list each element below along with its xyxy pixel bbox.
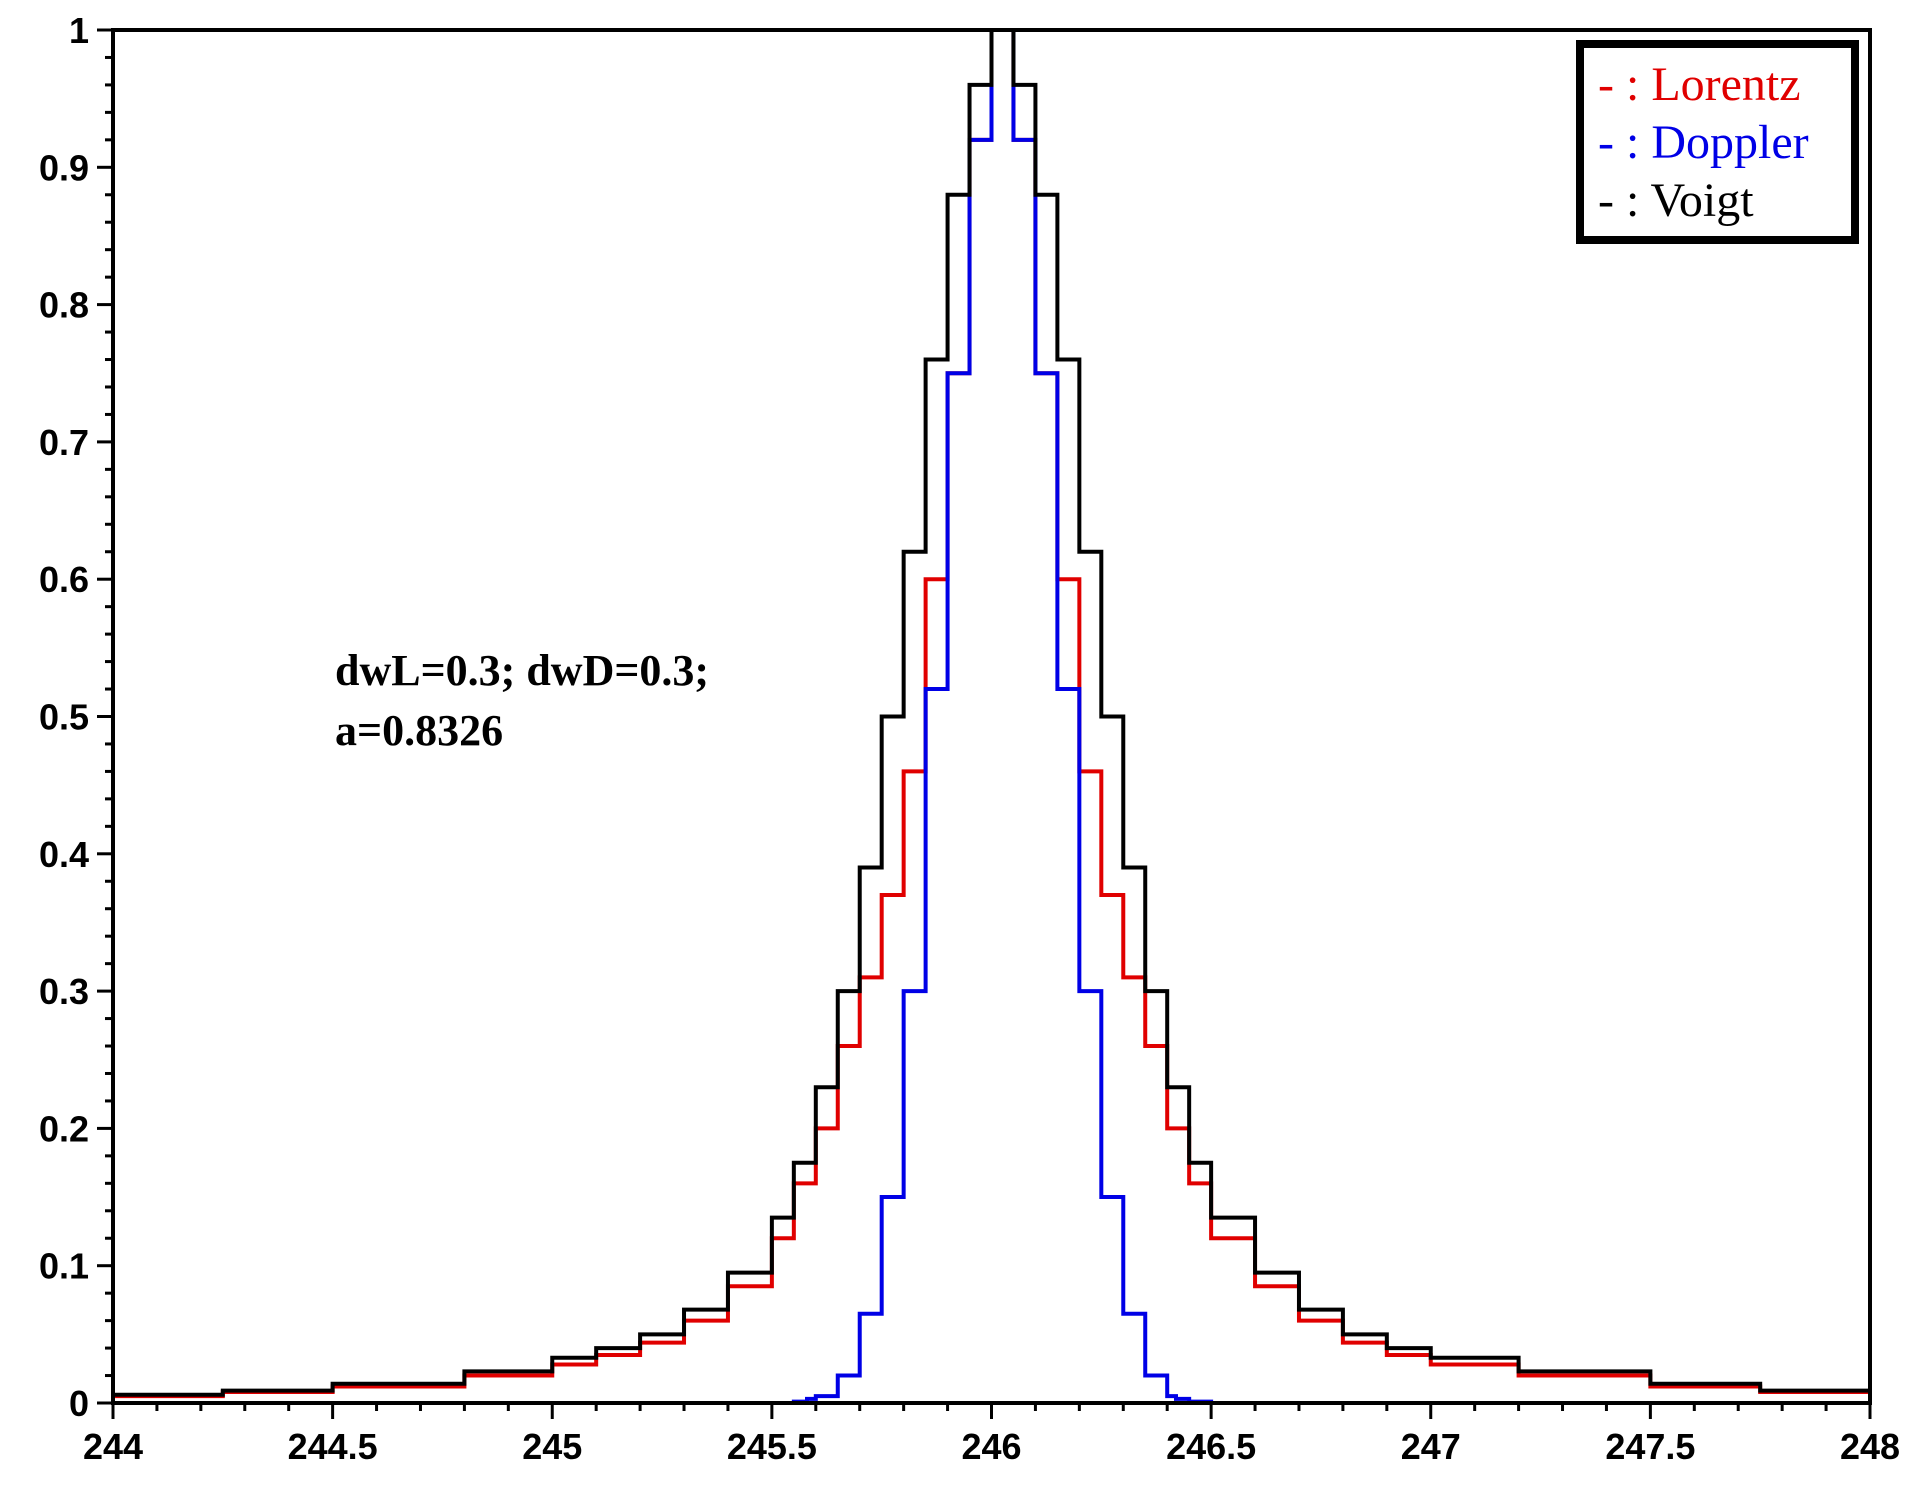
x-tick-label: 247	[1401, 1426, 1461, 1467]
plot-frame	[111, 28, 1872, 1405]
x-tick-label: 246.5	[1166, 1426, 1256, 1467]
legend-item-doppler: - : Doppler	[1598, 116, 1809, 169]
y-tick-label: 0.9	[39, 147, 89, 188]
y-tick-label: 0	[69, 1383, 89, 1424]
legend-box	[1576, 40, 1859, 244]
legend-item-lorentz: - : Lorentz	[1598, 58, 1801, 111]
y-tick-label: 0.8	[39, 285, 89, 326]
y-tick-label: 0.2	[39, 1108, 89, 1149]
y-tick-label: 0.5	[39, 697, 89, 738]
x-tick-label: 247.5	[1605, 1426, 1695, 1467]
y-axis: 0 0.1 0.2 0.3 0.4 0.5 0.6 0.7 0.8 0.9 1	[39, 10, 113, 1424]
x-tick-label: 245	[522, 1426, 582, 1467]
y-tick-label: 1	[69, 10, 89, 51]
y-tick-label: 0.4	[39, 834, 89, 875]
x-axis: 244 244.5 245 245.5 246 246.5 247 247.5 248	[83, 1403, 1900, 1467]
y-tick-label: 0.3	[39, 971, 89, 1012]
y-tick-label: 0.1	[39, 1246, 89, 1287]
x-tick-label: 244.5	[288, 1426, 378, 1467]
y-tick-label: 0.6	[39, 559, 89, 600]
x-tick-label: 246	[961, 1426, 1021, 1467]
annotation-line-1: dwL=0.3; dwD=0.3;	[335, 646, 709, 695]
x-tick-label: 248	[1840, 1426, 1900, 1467]
legend: - : Lorentz - : Doppler - : Voigt	[1576, 40, 1859, 244]
x-tick-label: 244	[83, 1426, 143, 1467]
annotation: dwL=0.3; dwD=0.3; a=0.8326	[335, 646, 709, 755]
y-tick-label: 0.7	[39, 422, 89, 463]
x-tick-label: 245.5	[727, 1426, 817, 1467]
series-line-doppler	[771, 28, 1214, 1405]
legend-item-voigt: - : Voigt	[1598, 174, 1754, 227]
annotation-line-2: a=0.8326	[335, 706, 503, 755]
